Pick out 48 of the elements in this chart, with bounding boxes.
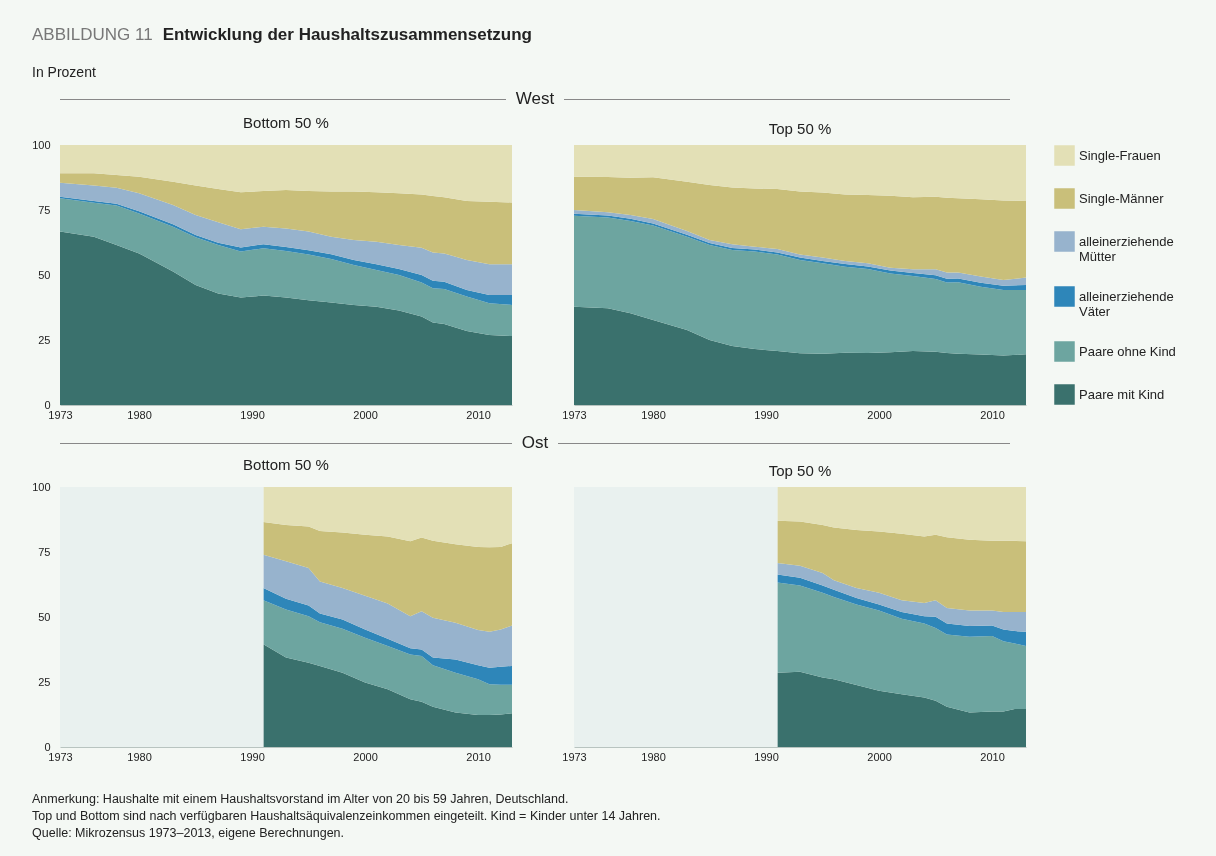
x-tick-label: 1973 bbox=[562, 750, 587, 763]
text: Ost bbox=[50, 433, 1020, 453]
x-tick-label: 2010 bbox=[980, 408, 1005, 421]
y-tick-label: 25 bbox=[38, 675, 51, 688]
legend-label: Single-Männer bbox=[1079, 190, 1165, 206]
text: Entwicklung der Haushaltszusammensetzung bbox=[162, 25, 532, 45]
chart-title: Top 50 % bbox=[768, 120, 832, 137]
text: In Prozent bbox=[32, 64, 96, 80]
text: Anmerkung: Haushalte mit einem Haushaltsvorstand im Alter von 20 bis 59 Jahren, Deutschland. bbox=[32, 792, 569, 806]
x-tick-label: 2000 bbox=[353, 750, 378, 763]
source-note: Quelle: Mikrozensus 1973–2013, eigene Berechnungen. bbox=[32, 826, 345, 840]
x-tick-label: 2000 bbox=[353, 408, 378, 421]
x-tick-label: 2010 bbox=[980, 750, 1005, 763]
x-tick-label: 1990 bbox=[754, 408, 779, 421]
y-tick-label: 50 bbox=[38, 268, 51, 281]
legend-label: alleinerziehende Väter bbox=[1079, 288, 1174, 319]
legend-label: alleinerziehende Mütter bbox=[1079, 233, 1174, 264]
y-tick-label: 75 bbox=[38, 545, 51, 558]
text: West bbox=[50, 89, 1020, 109]
x-tick-label: 1980 bbox=[127, 408, 152, 421]
chart-title: Bottom 50 % bbox=[243, 114, 329, 131]
x-tick-label: 1990 bbox=[754, 750, 779, 763]
legend-label: Paare ohne Kind bbox=[1079, 343, 1176, 359]
y-tick-label: 75 bbox=[38, 203, 51, 216]
y-tick-label: 100 bbox=[32, 138, 51, 151]
chart-title: Top 50 % bbox=[768, 462, 832, 479]
x-tick-label: 1990 bbox=[240, 408, 265, 421]
text: Top und Bottom sind nach verfügbaren Haushaltsäquivalenzeinkommen eingeteilt. Kind = Kinder unter 14 Jahren. bbox=[32, 809, 661, 823]
x-tick-label: 1973 bbox=[48, 408, 73, 421]
x-tick-label: 1980 bbox=[127, 750, 152, 763]
y-tick-label: 25 bbox=[38, 333, 51, 346]
y-tick-label: 0 bbox=[44, 740, 51, 753]
x-tick-label: 1973 bbox=[48, 750, 73, 763]
x-tick-label: 1980 bbox=[641, 408, 666, 421]
y-tick-label: 0 bbox=[44, 398, 51, 411]
y-tick-label: 100 bbox=[32, 480, 51, 493]
text: ABBILDUNG 11 bbox=[32, 25, 153, 45]
x-tick-label: 1973 bbox=[562, 408, 587, 421]
legend-label: Single-Frauen bbox=[1079, 147, 1161, 163]
x-tick-label: 1990 bbox=[240, 750, 265, 763]
x-tick-label: 2010 bbox=[466, 750, 491, 763]
x-tick-label: 2010 bbox=[466, 408, 491, 421]
legend-label: Paare mit Kind bbox=[1079, 386, 1165, 402]
x-tick-label: 2000 bbox=[867, 408, 892, 421]
x-tick-label: 1980 bbox=[641, 750, 666, 763]
x-tick-label: 2000 bbox=[867, 750, 892, 763]
y-tick-label: 50 bbox=[38, 610, 51, 623]
chart-title: Bottom 50 % bbox=[243, 456, 329, 473]
